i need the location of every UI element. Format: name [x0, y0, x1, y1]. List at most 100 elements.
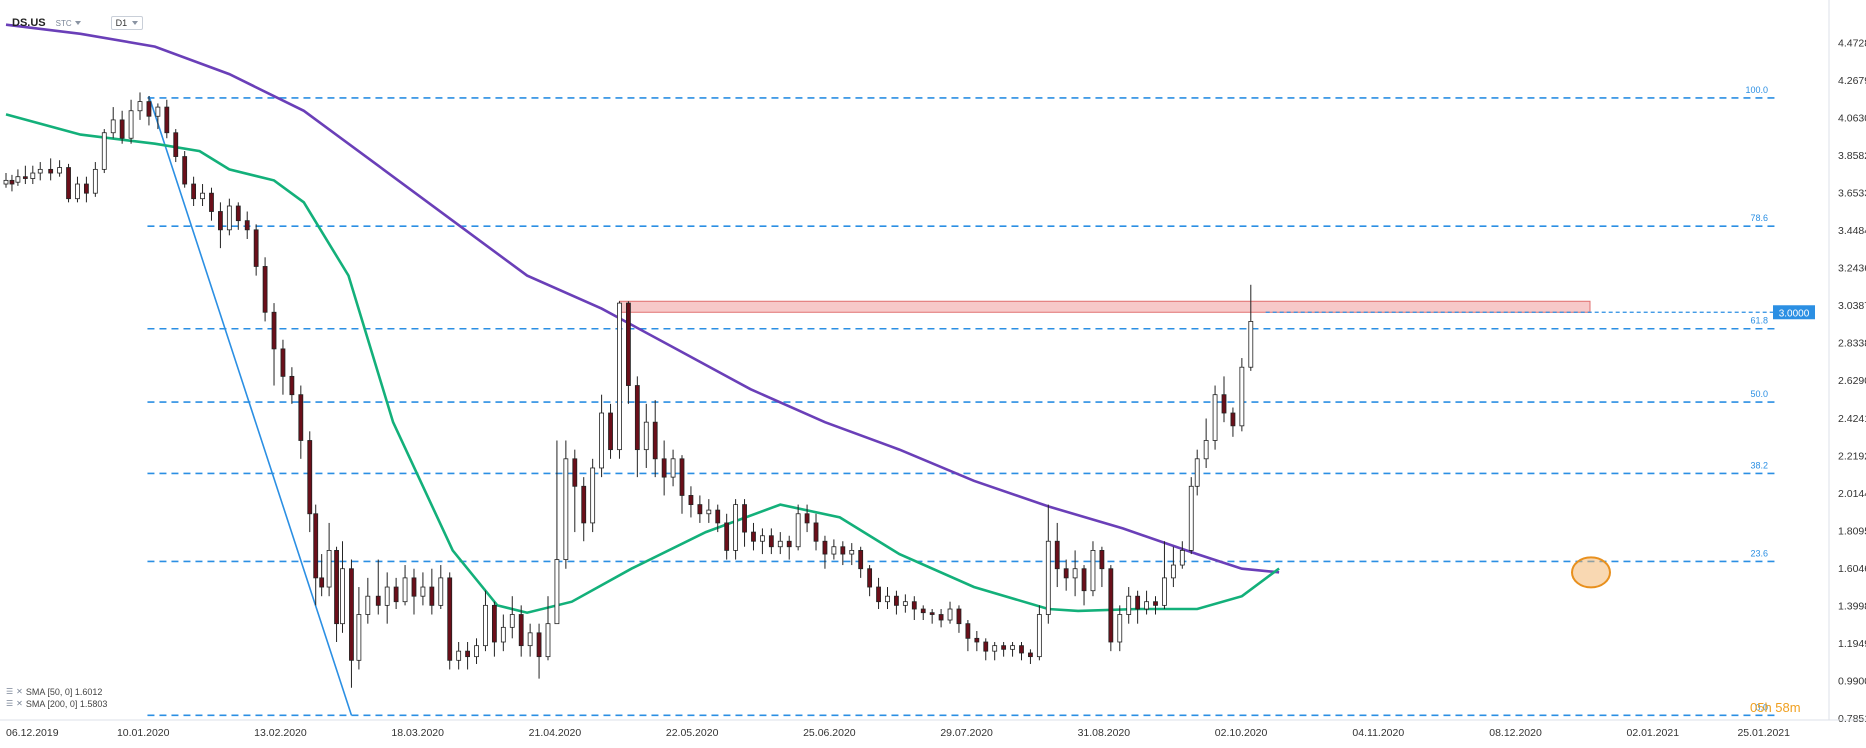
bearish-candle	[751, 522, 756, 551]
candle-body	[563, 458, 569, 560]
candle-body	[182, 156, 188, 185]
bullish-candle	[509, 596, 515, 639]
candle-body	[822, 540, 828, 555]
candle-body	[1135, 595, 1141, 610]
y-tick-label: 0.7851	[1838, 713, 1866, 725]
candle-body	[626, 302, 631, 386]
bearish-candle	[974, 631, 980, 652]
y-tick-label: 2.4241	[1838, 413, 1866, 425]
legend-item-sma200[interactable]: ☰ ✕ SMA [200, 0] 1.5803	[6, 698, 107, 710]
bearish-candle	[1081, 565, 1087, 606]
candle-body	[661, 458, 667, 478]
candle-body	[572, 458, 578, 487]
candle-body	[643, 421, 649, 451]
x-tick-label: 25.06.2020	[803, 727, 856, 739]
candle-body	[75, 183, 80, 200]
close-icon[interactable]: ✕	[16, 687, 23, 696]
fib-level-label: 61.8	[1750, 316, 1768, 326]
candle-body	[929, 612, 935, 615]
bullish-candle	[438, 565, 444, 610]
bearish-candle	[1153, 596, 1158, 615]
candle-body	[965, 623, 971, 639]
chevron-down-icon	[132, 21, 139, 25]
bearish-candle	[1099, 546, 1105, 588]
candle-body	[902, 601, 908, 606]
bearish-candle	[429, 568, 435, 615]
x-axis: 06.12.2019 10.01.2020 13.02.2020 18.03.2020…	[0, 719, 1866, 739]
candle-body	[375, 595, 381, 606]
candle-body	[795, 513, 801, 548]
candle-body	[456, 650, 462, 661]
bearish-candle	[66, 163, 71, 203]
bullish-candle	[563, 440, 569, 569]
bearish-candle	[1221, 376, 1227, 423]
x-tick-label: 21.04.2020	[529, 727, 582, 739]
candle-body	[253, 229, 259, 267]
bullish-candle	[483, 590, 488, 652]
bearish-candle	[724, 513, 730, 560]
bullish-candle	[15, 169, 21, 186]
bullish-candle	[1045, 504, 1051, 624]
bearish-candle	[536, 623, 542, 679]
candle-body	[1028, 652, 1033, 658]
candle-body	[1126, 595, 1132, 615]
candle-body	[1221, 394, 1227, 414]
bullish-candle	[1090, 541, 1096, 597]
candle-body	[1212, 394, 1218, 441]
candle-body	[483, 604, 488, 647]
settings-icon[interactable]: ☰	[6, 699, 14, 708]
bullish-candle	[777, 532, 783, 555]
candle-body	[137, 101, 143, 112]
bearish-candle	[661, 440, 667, 496]
bearish-candle	[742, 499, 747, 547]
bullish-candle	[706, 499, 712, 523]
bearish-candle	[119, 110, 125, 144]
bullish-candle	[30, 165, 36, 185]
y-tick-label: 3.2436	[1838, 263, 1866, 275]
bearish-candle	[465, 641, 470, 670]
candle-body	[429, 586, 435, 606]
candle-body	[57, 167, 63, 174]
candle-body	[858, 550, 864, 570]
timeframe-select[interactable]: D1	[110, 16, 144, 30]
bearish-candle	[1019, 641, 1024, 661]
bullish-candle	[384, 572, 390, 624]
candle-body	[1045, 540, 1051, 615]
candle-body	[786, 540, 792, 548]
candle-body	[1144, 601, 1149, 610]
bullish-candle	[37, 162, 43, 181]
candle-body	[1072, 568, 1078, 579]
bearish-candle	[1001, 641, 1007, 657]
current-price-tag	[1773, 305, 1815, 320]
bullish-candle	[590, 458, 596, 533]
y-tick-label: 3.8582	[1838, 150, 1866, 162]
bearish-candle	[876, 577, 881, 610]
markers: 3.0000	[1571, 305, 1815, 589]
y-tick-label: 2.0144	[1838, 488, 1866, 500]
legend-item-sma50[interactable]: ☰ ✕ SMA [50, 0] 1.6012	[6, 686, 107, 698]
fib-level-label: 0.0	[1755, 702, 1768, 712]
candle-body	[146, 101, 152, 117]
bearish-candle	[9, 174, 15, 192]
settings-icon[interactable]: ☰	[6, 687, 14, 696]
candle-body	[48, 168, 54, 174]
candle-body	[1188, 485, 1194, 551]
bearish-candle	[715, 504, 721, 533]
close-icon[interactable]: ✕	[16, 699, 23, 708]
x-tick-label: 02.01.2021	[1626, 727, 1679, 739]
y-tick-label: 3.4484	[1838, 225, 1866, 237]
source-dropdown[interactable]: STC	[56, 19, 81, 28]
bullish-candle	[1144, 590, 1149, 615]
candle-body	[420, 586, 426, 597]
candle-body	[128, 110, 134, 139]
bearish-candle	[1108, 565, 1114, 652]
candle-body	[22, 176, 28, 179]
candle-body	[1099, 550, 1105, 570]
sma50-line	[5, 113, 1280, 615]
bearish-candle	[679, 455, 685, 514]
candle-body	[670, 458, 676, 478]
candle-body	[365, 595, 371, 615]
bearish-candle	[191, 176, 197, 207]
y-tick-label: 1.1949	[1838, 638, 1866, 650]
